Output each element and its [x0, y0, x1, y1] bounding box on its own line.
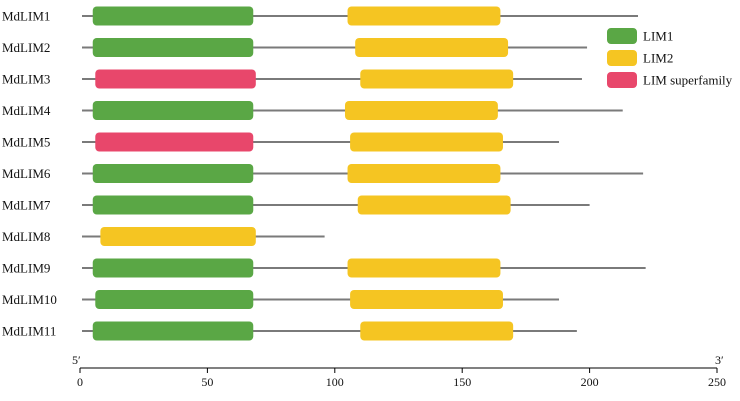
legend-label: LIM2	[643, 51, 673, 66]
protein-row-mdlim10: MdLIM10	[2, 290, 560, 309]
protein-row-mdlim1: MdLIM1	[2, 6, 639, 26]
protein-label: MdLIM8	[2, 229, 50, 244]
legend-item: LIM2	[607, 50, 673, 66]
protein-rows: MdLIM1 MdLIM2 MdLIM3 MdLIM4 MdLIM5 MdLIM6 MdLI…	[2, 6, 646, 341]
domain-box-lim-superfamily	[95, 69, 256, 89]
domain-box-lim1	[92, 258, 254, 278]
domain-box-lim1	[92, 101, 254, 120]
legend-item: LIM superfamily	[607, 72, 733, 88]
three-prime-label: 3′	[715, 353, 724, 367]
protein-row-mdlim5: MdLIM5	[2, 132, 560, 152]
legend-label: LIM1	[643, 29, 673, 44]
x-tick-label: 50	[201, 375, 213, 389]
protein-label: MdLIM9	[2, 261, 50, 276]
legend-label: LIM superfamily	[643, 73, 733, 88]
domain-box-lim1	[92, 195, 254, 215]
x-tick-label: 150	[453, 375, 471, 389]
legend-swatch	[607, 50, 637, 66]
domain-box-lim1	[92, 38, 254, 57]
protein-label: MdLIM3	[2, 72, 50, 87]
legend-item: LIM1	[607, 28, 673, 44]
protein-row-mdlim6: MdLIM6	[2, 164, 644, 183]
protein-label: MdLIM2	[2, 40, 50, 55]
domain-box-lim2	[360, 69, 514, 89]
x-axis: 5′ 3′ 0 50 100 150 200 250	[72, 353, 726, 389]
domain-box-lim2	[100, 227, 256, 246]
domain-box-lim1	[92, 6, 254, 26]
x-tick-label: 250	[708, 375, 726, 389]
protein-label: MdLIM10	[2, 292, 57, 307]
domain-box-lim1	[92, 164, 254, 183]
protein-row-mdlim9: MdLIM9	[2, 258, 646, 278]
domain-box-lim2	[360, 321, 514, 341]
domain-box-lim2	[347, 164, 501, 183]
protein-label: MdLIM11	[2, 324, 56, 339]
protein-label: MdLIM7	[2, 198, 51, 213]
protein-row-mdlim2: MdLIM2	[2, 38, 588, 57]
domain-box-lim2	[350, 132, 503, 152]
protein-label: MdLIM4	[2, 103, 51, 118]
protein-label: MdLIM5	[2, 135, 50, 150]
domain-box-lim2	[357, 195, 511, 215]
protein-label: MdLIM6	[2, 166, 51, 181]
domain-box-lim1	[92, 321, 254, 341]
five-prime-label: 5′	[72, 353, 81, 367]
x-axis-ticks: 0 50 100 150 200 250	[77, 368, 726, 389]
protein-row-mdlim3: MdLIM3	[2, 69, 582, 89]
legend-swatch	[607, 72, 637, 88]
domain-box-lim2	[350, 290, 503, 309]
x-tick-label: 200	[581, 375, 599, 389]
protein-row-mdlim8: MdLIM8	[2, 227, 325, 246]
legend: LIM1 LIM2 LIM superfamily	[607, 28, 733, 88]
protein-label: MdLIM1	[2, 9, 50, 24]
x-tick-label: 0	[77, 375, 83, 389]
domain-box-lim1	[95, 290, 254, 309]
legend-swatch	[607, 28, 637, 44]
protein-row-mdlim11: MdLIM11	[2, 321, 577, 341]
domain-box-lim2	[355, 38, 509, 57]
domain-box-lim2	[347, 6, 501, 26]
x-tick-label: 100	[326, 375, 344, 389]
protein-row-mdlim4: MdLIM4	[2, 101, 623, 120]
domain-box-lim2	[347, 258, 501, 278]
domain-box-lim-superfamily	[95, 132, 254, 152]
domain-box-lim2	[344, 101, 498, 120]
protein-row-mdlim7: MdLIM7	[2, 195, 590, 215]
